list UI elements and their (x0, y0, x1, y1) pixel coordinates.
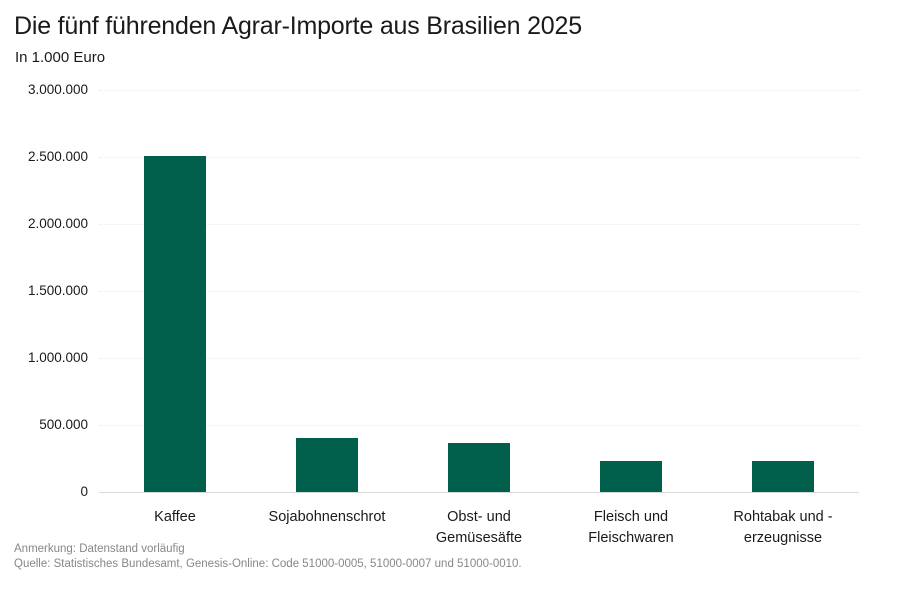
chart-source: Quelle: Statistisches Bundesamt, Genesis… (14, 558, 522, 570)
x-tick-label-rohtabak-und-erzeugnisse: Rohtabak und - erzeugnisse (707, 507, 859, 549)
gridline (99, 291, 859, 292)
gridline (99, 157, 859, 158)
x-tick-label-sojabohnenschrot: Sojabohnenschrot (251, 507, 403, 528)
x-tick-label-fleisch-und-fleischwaren: Fleisch und Fleischwaren (555, 507, 707, 549)
gridline (99, 90, 859, 91)
x-tick-label-line: Obst- und Gemüsesäfte (435, 509, 523, 546)
x-tick-label-line: Rohtabak und - (733, 509, 833, 525)
y-tick-label: 2.500.000 (27, 149, 88, 164)
x-tick-label-kaffee: Kaffee (99, 507, 251, 528)
bar-kaffee (144, 155, 206, 492)
chart-subtitle: In 1.000 Euro (15, 49, 106, 66)
x-tick-label-line: erzeugnisse (743, 530, 823, 546)
bar-sojabohnenschrot (296, 437, 358, 492)
y-tick-label: 2.000.000 (27, 216, 88, 231)
gridline (99, 425, 859, 426)
y-tick-label: 500.000 (39, 417, 88, 432)
gridline (99, 358, 859, 359)
chart-footer: Anmerkung: Datenstand vorläufig Quelle: … (14, 542, 522, 572)
x-axis-baseline (99, 492, 859, 493)
gridline (99, 224, 859, 225)
y-tick-label: 3.000.000 (27, 82, 88, 97)
bar-obst-und-gemüsesäfte (448, 442, 510, 492)
x-tick-label-line: Fleisch und (593, 509, 669, 525)
x-tick-label-line: Fleischwaren (588, 530, 674, 546)
x-tick-label-obst-und-gemüsesäfte: Obst- und Gemüsesäfte (403, 507, 555, 549)
y-tick-label: 1.500.000 (27, 283, 88, 298)
y-tick-label: 1.000.000 (27, 350, 88, 365)
chart-note: Anmerkung: Datenstand vorläufig (14, 543, 185, 555)
bar-fleisch-und-fleischwaren (600, 460, 662, 492)
x-tick-label-line: Sojabohnenschrot (268, 509, 386, 525)
x-tick-label-line: Kaffee (154, 509, 196, 525)
chart-title: Die fünf führenden Agrar-Importe aus Bra… (14, 12, 582, 40)
bar-rohtabak-und-erzeugnisse (752, 461, 814, 492)
y-tick-label: 0 (80, 484, 88, 499)
